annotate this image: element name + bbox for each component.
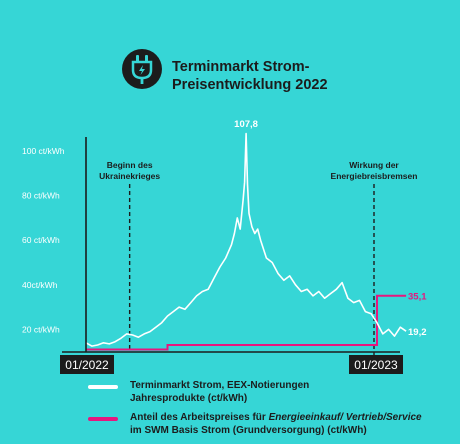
chart-header: Terminmarkt Strom- Preisentwicklung 2022: [0, 0, 460, 110]
series-line-pink: [86, 294, 407, 351]
annotation-label: Beginn des Ukrainekrieges: [99, 160, 160, 181]
series-lines: [85, 132, 407, 351]
annotations: Beginn des Ukrainekrieges Wirkung der Energ…: [99, 160, 417, 350]
chart-title-line2: Preisentwicklung 2022: [172, 77, 328, 93]
annotation-label-line1: Beginn des: [107, 160, 153, 170]
electric-plug-icon: [122, 49, 162, 89]
axes: 01/2022 01/2023: [60, 137, 403, 374]
value-labels: 107,8 19,2 35,1: [234, 119, 427, 338]
y-tick-label: 80 ct/kWh: [22, 191, 60, 201]
y-tick-label: 20 ct/kWh: [22, 324, 60, 334]
x-label-end-box: [349, 355, 403, 374]
x-label-start: 01/2022: [65, 358, 109, 372]
y-tick-labels: 20 ct/kWh 40ct/kWh 60 ct/kWh 80 ct/kWh 100 c…: [22, 146, 65, 334]
chart-title-line1: Terminmarkt Strom-: [172, 59, 310, 75]
y-tick-label: 100 ct/kWh: [22, 146, 65, 156]
chart-title: Terminmarkt Strom- Preisentwicklung 2022: [172, 58, 362, 94]
white-end-value-label: 19,2: [408, 327, 427, 338]
annotation-label-line1: Wirkung der: [349, 160, 399, 170]
annotation-label-line2: Ukrainekrieges: [99, 171, 160, 181]
y-tick-label: 60 ct/kWh: [22, 235, 60, 245]
annotation-label: Wirkung der Energiebreisbremsen: [331, 160, 418, 181]
y-tick-label: 40ct/kWh: [22, 280, 58, 290]
peak-value-label: 107,8: [234, 119, 258, 130]
pink-end-value-label: 35,1: [408, 292, 427, 303]
x-label-start-box: [60, 355, 114, 374]
series-line-white: [85, 132, 407, 347]
annotation-label-line2: Energiebreisbremsen: [331, 171, 418, 181]
x-label-end: 01/2023: [354, 358, 398, 372]
